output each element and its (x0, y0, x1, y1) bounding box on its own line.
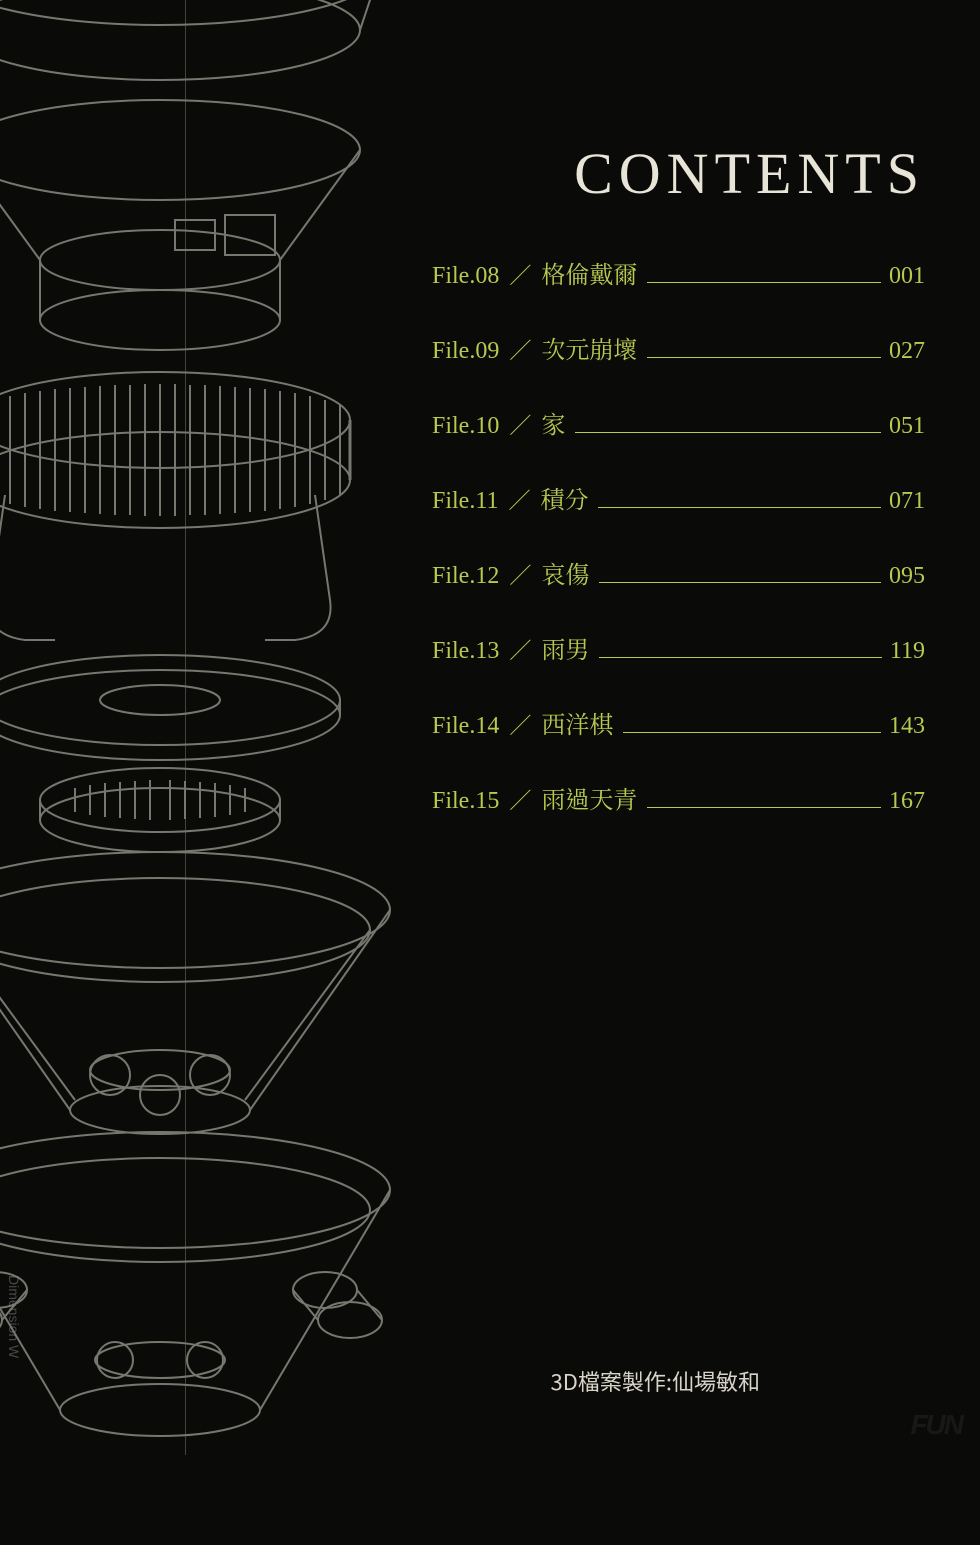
chapter-title: 格倫戴爾 (541, 255, 637, 290)
toc-entry: File.09 ／ 次元崩壞 027 (432, 330, 925, 365)
separator: ／ (508, 483, 530, 515)
page-title: CONTENTS (574, 140, 925, 207)
chapter-title: 西洋棋 (541, 705, 613, 740)
toc-entry: File.15 ／ 雨過天青 167 (432, 780, 925, 815)
page-number: 001 (889, 263, 925, 290)
separator: ／ (509, 408, 531, 440)
leader-line (647, 357, 881, 358)
toc-entry: File.11 ／ 積分 071 (432, 480, 925, 515)
chapter-title: 雨男 (541, 630, 589, 665)
page-number: 143 (889, 713, 925, 740)
file-label: File.15 (432, 788, 499, 815)
credit-line: 3D檔案製作:仙場敏和 (551, 1365, 760, 1397)
file-label: File.08 (432, 263, 499, 290)
chapter-title: 次元崩壞 (541, 330, 637, 365)
leader-line (599, 657, 882, 658)
file-label: File.09 (432, 338, 499, 365)
spine-text: Dimension W (6, 1275, 22, 1358)
leader-line (647, 282, 881, 283)
chapter-title: 家 (541, 405, 565, 440)
page-number: 167 (889, 788, 925, 815)
file-label: File.10 (432, 413, 499, 440)
page-number: 051 (889, 413, 925, 440)
watermark: FUN (910, 1409, 962, 1441)
separator: ／ (509, 258, 531, 290)
table-of-contents: File.08 ／ 格倫戴爾 001 File.09 ／ 次元崩壞 027 Fi… (432, 255, 925, 855)
technical-lineart (0, 0, 440, 1540)
vertical-guideline (185, 0, 186, 1455)
chapter-title: 哀傷 (541, 555, 589, 590)
toc-entry: File.10 ／ 家 051 (432, 405, 925, 440)
file-label: File.12 (432, 563, 499, 590)
leader-line (599, 582, 881, 583)
file-label: File.13 (432, 638, 499, 665)
leader-line (598, 507, 881, 508)
page-number: 027 (889, 338, 925, 365)
leader-line (647, 807, 881, 808)
toc-entry: File.13 ／ 雨男 119 (432, 630, 925, 665)
separator: ／ (509, 333, 531, 365)
separator: ／ (509, 783, 531, 815)
toc-entry: File.08 ／ 格倫戴爾 001 (432, 255, 925, 290)
chapter-title: 雨過天青 (541, 780, 637, 815)
page-number: 095 (889, 563, 925, 590)
page-number: 119 (890, 638, 925, 665)
separator: ／ (509, 558, 531, 590)
chapter-title: 積分 (540, 480, 588, 515)
file-label: File.14 (432, 713, 499, 740)
leader-line (623, 732, 881, 733)
file-label: File.11 (432, 488, 498, 515)
leader-line (575, 432, 881, 433)
separator: ／ (509, 633, 531, 665)
separator: ／ (509, 708, 531, 740)
page-number: 071 (889, 488, 925, 515)
toc-entry: File.12 ／ 哀傷 095 (432, 555, 925, 590)
toc-entry: File.14 ／ 西洋棋 143 (432, 705, 925, 740)
